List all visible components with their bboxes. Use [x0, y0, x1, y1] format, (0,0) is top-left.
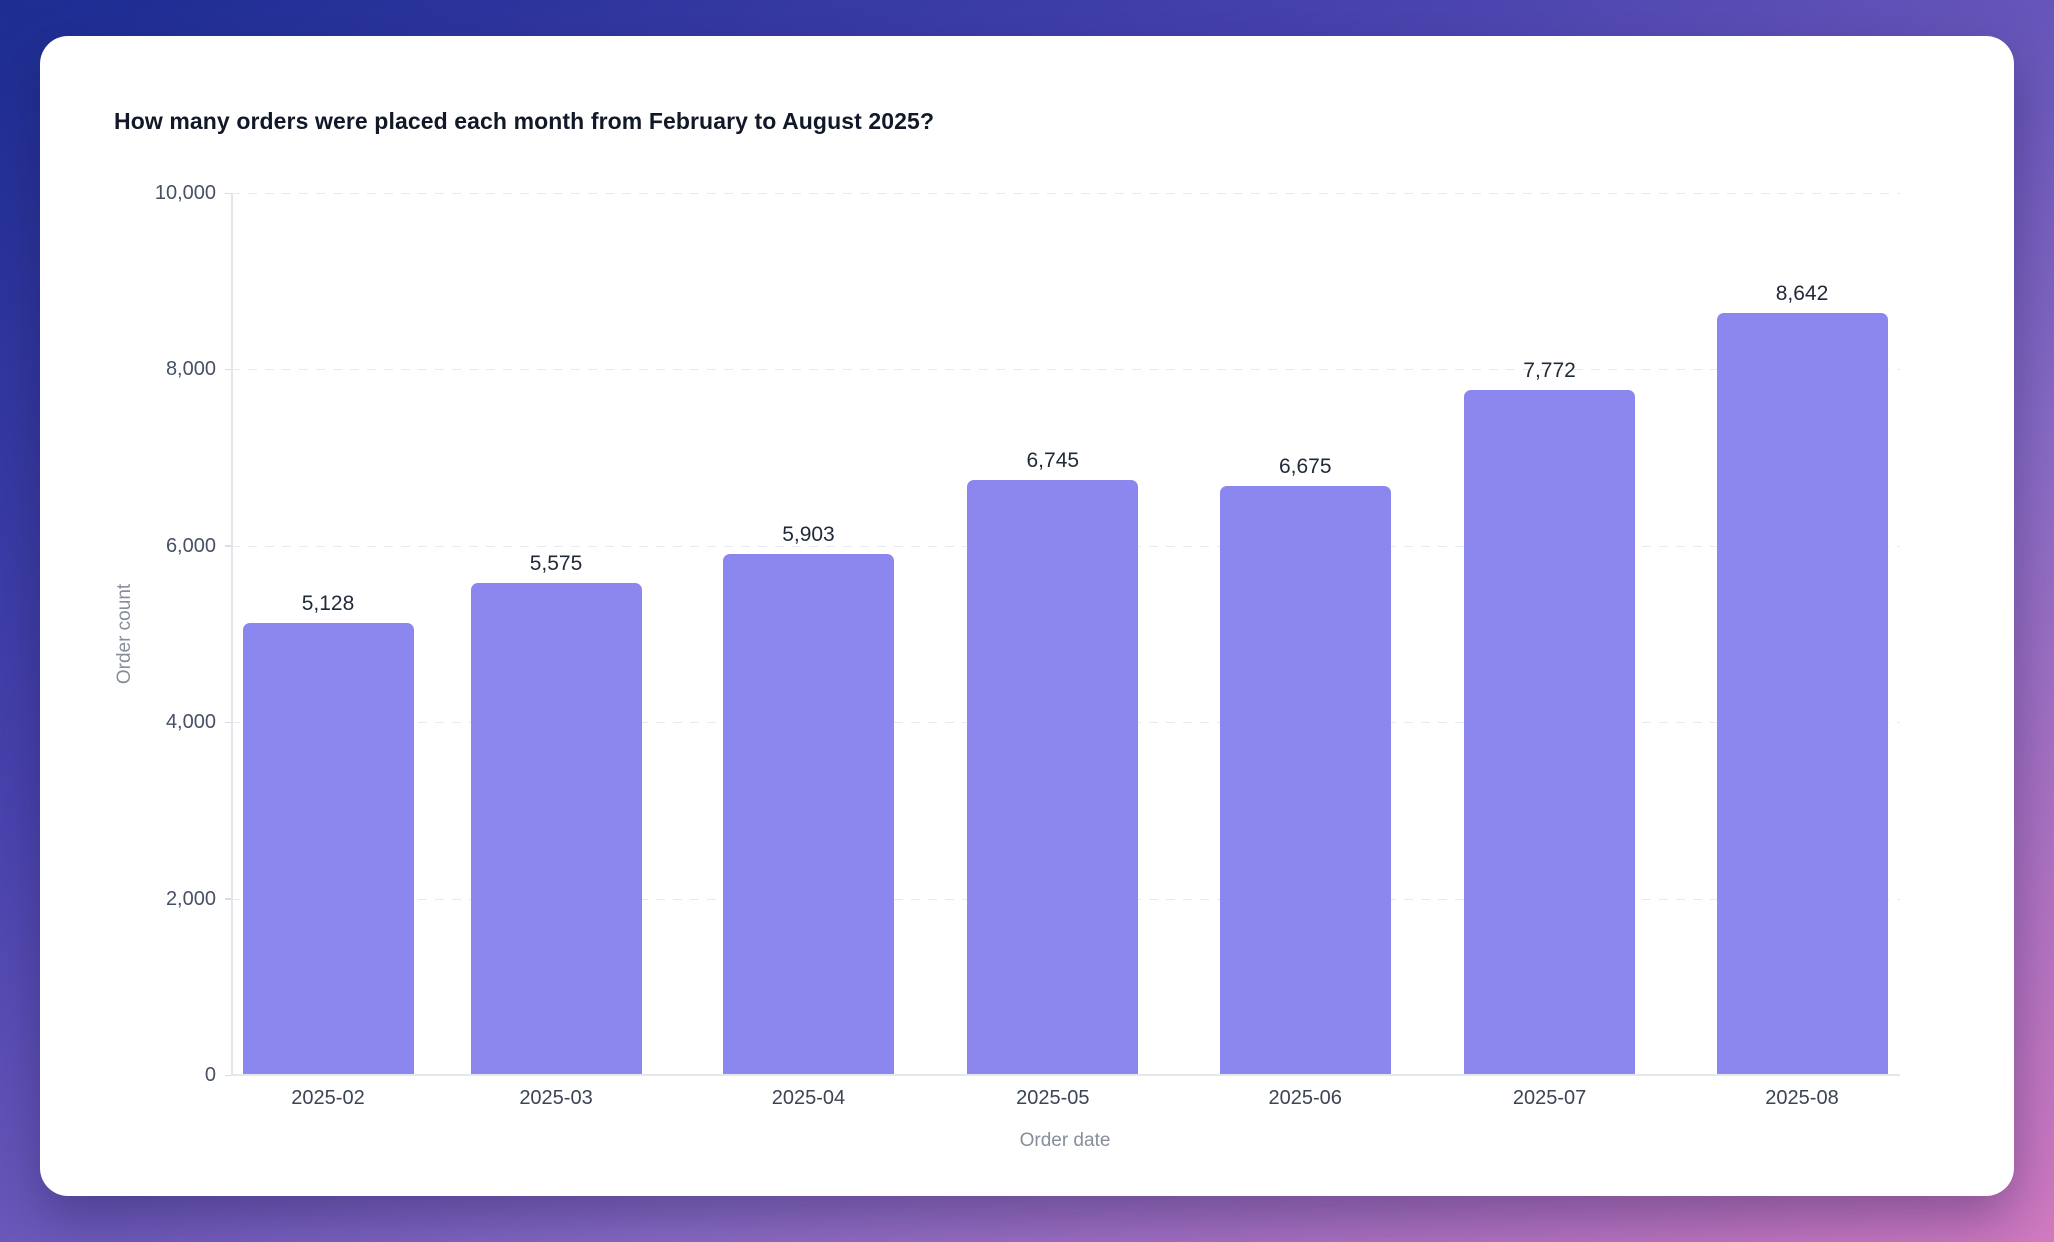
bar-2025-08[interactable] — [1716, 312, 1888, 1075]
bar-2025-02[interactable] — [242, 622, 414, 1075]
bar-2025-03[interactable] — [470, 583, 642, 1075]
bar-2025-05[interactable] — [967, 480, 1139, 1075]
chart-title: How many orders were placed each month f… — [114, 108, 935, 134]
bar-2025-04[interactable] — [722, 554, 894, 1075]
bar-2025-07[interactable] — [1464, 389, 1636, 1075]
bar-2025-06[interactable] — [1219, 486, 1391, 1075]
